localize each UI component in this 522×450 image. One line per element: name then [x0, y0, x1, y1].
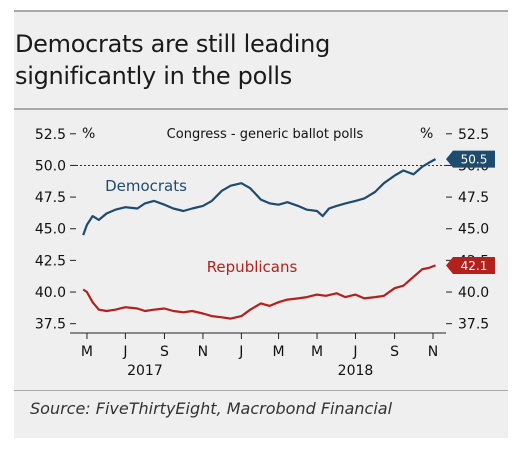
y-tick-label-left: 52.5 [35, 127, 66, 143]
title-line-1: Democrats are still leading [15, 30, 330, 58]
y-tick-label-left: 47.5 [35, 190, 66, 206]
x-tick-label: M [311, 344, 323, 360]
x-tick-label: M [81, 344, 93, 360]
title-divider [14, 108, 508, 110]
source-divider [14, 390, 508, 391]
x-tick-label: J [238, 344, 243, 360]
year-label: 2018 [338, 363, 374, 379]
y-tick-label-right: 52.5 [458, 127, 489, 143]
source-note: Source: FiveThirtyEight, Macrobond Finan… [30, 399, 393, 418]
x-tick-label: J [352, 344, 357, 360]
end-value-badge [446, 256, 495, 274]
figure-title: Democrats are still leading significantl… [15, 28, 330, 92]
x-tick-label: N [198, 344, 208, 360]
figure-panel [14, 10, 508, 438]
end-value-badge [446, 150, 495, 168]
series-name-republicans: Republicans [207, 258, 298, 276]
y-tick-label-left: 50.0 [35, 158, 66, 174]
left-unit-label: % [82, 126, 95, 142]
y-tick-label-left: 42.5 [35, 253, 66, 269]
x-tick-label: M [273, 344, 285, 360]
y-tick-label-left: 37.5 [35, 317, 66, 333]
y-tick-label-right: 45.0 [458, 222, 489, 238]
series-line-republicans [82, 264, 436, 320]
right-unit-label: % [420, 126, 433, 142]
title-line-2: significantly in the polls [15, 62, 292, 90]
x-tick-label: S [390, 344, 399, 360]
x-tick-label: J [122, 344, 127, 360]
series-lines [82, 158, 437, 320]
y-tick-label-right: 40.0 [458, 285, 489, 301]
y-tick-label-left: 40.0 [35, 285, 66, 301]
y-tick-label-left: 45.0 [35, 222, 66, 238]
x-tick-label: S [160, 344, 169, 360]
top-rule [14, 10, 508, 12]
year-label: 2017 [127, 363, 163, 379]
x-tick-label: N [428, 344, 438, 360]
end-value-label: 42.1 [461, 259, 488, 273]
series-name-democrats: Democrats [105, 177, 187, 195]
series-line-democrats [82, 158, 437, 236]
y-tick-label-right: 37.5 [458, 317, 489, 333]
end-value-label: 50.5 [461, 153, 488, 167]
y-tick-label-right: 47.5 [458, 190, 489, 206]
series-labels: 50.5 42.1 Democrats Republicans [105, 150, 495, 276]
chart-title: Congress - generic ballot polls [167, 127, 364, 142]
axes: 52.552.550.050.047.547.545.045.042.542.5… [35, 127, 489, 379]
